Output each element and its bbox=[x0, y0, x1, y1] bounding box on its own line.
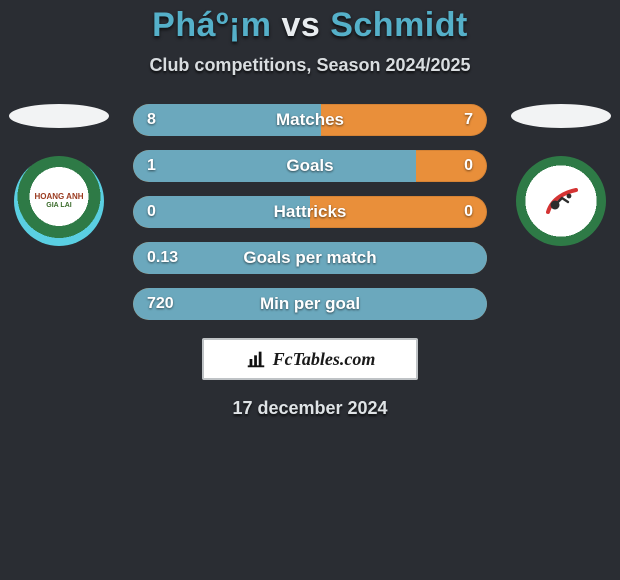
brand-text: FcTables.com bbox=[273, 349, 376, 370]
brand-chart-icon bbox=[245, 348, 267, 370]
brand-badge[interactable]: FcTables.com bbox=[202, 338, 418, 380]
left-club-badge: HOANG ANH GIA LAI bbox=[14, 156, 104, 246]
stat-value-right: 0 bbox=[464, 150, 473, 182]
left-player-marker bbox=[9, 104, 109, 128]
stat-label: Goals per match bbox=[133, 242, 487, 274]
right-side bbox=[511, 104, 611, 246]
stat-label: Matches bbox=[133, 104, 487, 136]
title-vs: vs bbox=[281, 6, 320, 44]
main-row: HOANG ANH GIA LAI 8Matches71Goals00Hattr… bbox=[0, 104, 620, 320]
stat-value-right: 7 bbox=[464, 104, 473, 136]
right-club-icon bbox=[538, 178, 584, 224]
stat-label: Min per goal bbox=[133, 288, 487, 320]
date-label: 17 december 2024 bbox=[0, 398, 620, 419]
subtitle: Club competitions, Season 2024/2025 bbox=[0, 55, 620, 76]
stat-bar: 8Matches7 bbox=[133, 104, 487, 136]
right-club-badge bbox=[516, 156, 606, 246]
stat-bar: 0.13Goals per match bbox=[133, 242, 487, 274]
left-side: HOANG ANH GIA LAI bbox=[9, 104, 109, 246]
stat-label: Hattricks bbox=[133, 196, 487, 228]
stat-label: Goals bbox=[133, 150, 487, 182]
stat-bar: 720Min per goal bbox=[133, 288, 487, 320]
stat-bar: 0Hattricks0 bbox=[133, 196, 487, 228]
left-club-label: HOANG ANH GIA LAI bbox=[31, 193, 87, 209]
stat-bar: 1Goals0 bbox=[133, 150, 487, 182]
player-right-name: Schmidt bbox=[330, 6, 468, 44]
page-title: Pháº¡m vs Schmidt bbox=[0, 6, 620, 45]
player-left-name: Pháº¡m bbox=[152, 6, 271, 44]
stat-value-right: 0 bbox=[464, 196, 473, 228]
stats-column: 8Matches71Goals00Hattricks00.13Goals per… bbox=[133, 104, 487, 320]
right-player-marker bbox=[511, 104, 611, 128]
comparison-card: Pháº¡m vs Schmidt Club competitions, Sea… bbox=[0, 0, 620, 419]
